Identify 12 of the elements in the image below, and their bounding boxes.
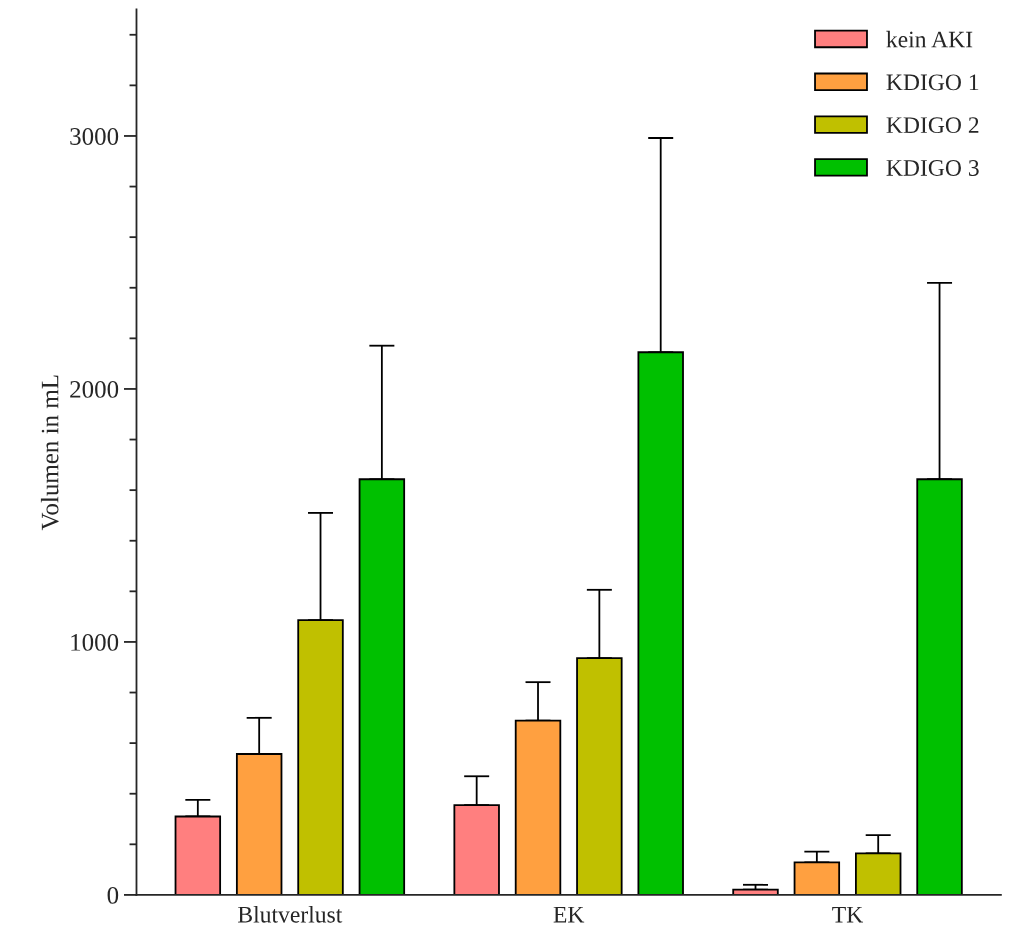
x-tick-label: EK bbox=[553, 906, 585, 923]
y-tick-label: 1000 bbox=[71, 633, 119, 651]
x-tick-label: Blutverlust bbox=[238, 906, 343, 923]
y-tick-label: 3000 bbox=[70, 128, 119, 145]
y-tick-label: 2000 bbox=[70, 381, 119, 398]
legend-label: KDIGO 3 bbox=[886, 160, 979, 176]
x-tick-label: TK bbox=[832, 906, 864, 923]
legend-label: KDIGO 2 bbox=[886, 117, 979, 134]
legend-label: kein AKI bbox=[886, 30, 973, 48]
y-axis-title: Volumen in mL bbox=[40, 375, 59, 531]
y-tick-label: 0 bbox=[107, 886, 119, 904]
legend-label: KDIGO 1 bbox=[886, 74, 979, 91]
